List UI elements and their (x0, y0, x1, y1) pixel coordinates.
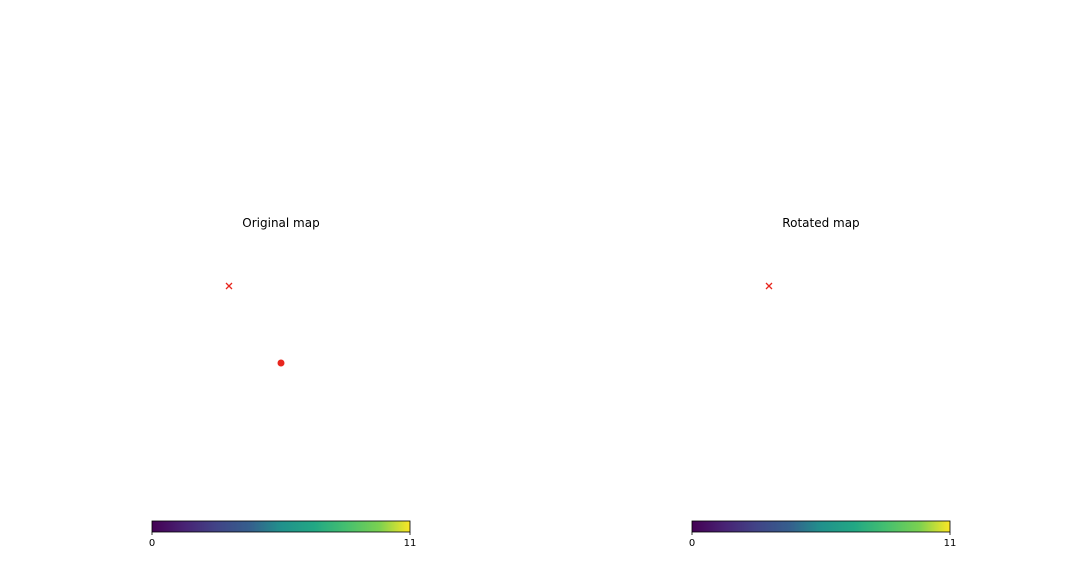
pixel-3 (58, 235, 281, 363)
rotated-region-north-west-cap (712, 235, 821, 363)
pixel-2 (281, 235, 504, 363)
pixel-7 (87, 331, 216, 433)
rotated-map-colorbar-max: 11 (944, 538, 957, 549)
pixel-12 (281, 363, 504, 491)
rotated-map-marker-x (765, 282, 773, 290)
original-map-marker-x (225, 282, 233, 290)
rotated-region-yellow (713, 293, 886, 491)
rotated-region-lime (821, 325, 1015, 491)
rotated-map-colorbar-min: 0 (689, 538, 695, 549)
rotated-map-colorbar: 0 11 (689, 520, 957, 549)
original-map-colorbar: 0 11 (149, 520, 417, 549)
rotated-map-colorbar-bar (691, 520, 951, 533)
pixel-9 (281, 363, 390, 491)
rotated-region-northeast (821, 235, 1044, 363)
rotated-map-sphere (561, 233, 1080, 493)
original-map-marker-dot (277, 359, 285, 367)
pixel-10 (172, 363, 281, 491)
rotated-region-northwest (598, 235, 821, 363)
pixel-1 (281, 235, 390, 363)
rotated-region-north-east-cap (821, 235, 930, 363)
original-map-panel: Original map 0 (24, 216, 538, 549)
original-map-title: Original map (242, 216, 319, 230)
pixel-5 (346, 331, 475, 433)
pixel-6 (475, 305, 538, 433)
pixel-11 (58, 363, 281, 491)
rotated-background (561, 233, 1080, 493)
original-map-colorbar-min: 0 (149, 538, 155, 549)
rotated-region-center-left (599, 325, 821, 491)
original-map-markers (225, 282, 285, 367)
original-map-colorbar-bar (151, 520, 411, 533)
original-map-colorbar-max: 11 (404, 538, 417, 549)
pixel-0 (172, 235, 281, 363)
rotated-map-title: Rotated map (782, 216, 859, 230)
rotated-map-panel: Rotated map 0 11 (561, 216, 1080, 549)
rotated-map-markers (765, 282, 773, 290)
pixel-8 (24, 305, 87, 433)
